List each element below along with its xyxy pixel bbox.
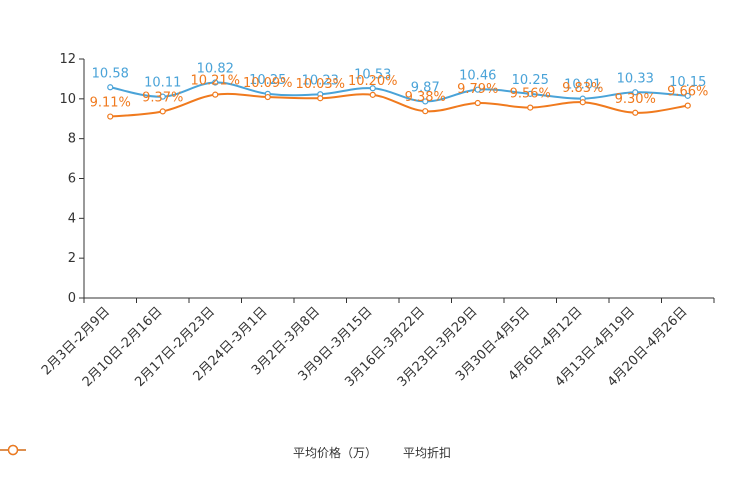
data-point-1 [422,108,429,115]
data-label-0: 10.53 [354,67,391,82]
legend-label-price: 平均价格（万） [292,446,377,460]
line-chart: 0246810122月3日-2月9日2月10日-2月16日2月17日-2月23日… [39,52,715,390]
data-label-0: 10.82 [197,62,234,77]
data-label-1: 9.83% [562,81,603,96]
data-point-0 [369,85,376,92]
y-tick-label: 12 [59,52,76,67]
data-point-1 [212,91,219,98]
y-tick-label: 10 [59,92,76,107]
data-label-1: 10.21% [190,74,240,89]
data-point-0 [474,86,481,93]
data-point-1 [107,113,114,120]
data-label-0: 10.15 [669,75,706,90]
data-point-1 [527,104,534,111]
data-point-0 [159,93,166,100]
data-label-0: 10.25 [512,73,549,88]
data-label-1: 9.30% [615,92,656,107]
legend: 平均价格（万） 平均折扣 [0,444,744,461]
data-point-1 [474,99,481,107]
data-label-1: 9.79% [457,82,498,97]
data-point-0 [107,84,114,91]
legend-item-discount[interactable]: 平均折扣 [0,444,452,461]
data-label-0: 10.11 [144,76,181,91]
data-point-1 [632,109,639,116]
data-point-1 [159,108,166,115]
data-point-0 [212,79,219,86]
data-label-1: 10.03% [295,77,345,92]
data-point-0 [527,90,534,97]
data-point-1 [264,93,271,101]
y-tick-label: 0 [68,291,76,306]
data-point-1 [684,102,691,109]
data-point-0 [632,89,639,96]
data-label-0: 10.25 [249,73,286,88]
y-tick-label: 6 [68,172,76,187]
data-label-0: 10.01 [564,78,601,93]
data-label-1: 9.66% [667,85,708,100]
data-point-1 [579,99,586,106]
data-point-0 [422,98,429,105]
data-label-0: 10.23 [302,73,339,88]
data-label-0: 10.33 [617,71,654,86]
series-line-1 [110,92,688,118]
data-label-1: 9.37% [142,90,183,105]
y-tick-label: 4 [68,211,76,226]
data-label-0: 10.46 [459,69,496,84]
legend-discount-marker [0,444,26,456]
data-label-0: 10.58 [92,66,129,81]
data-label-1: 9.11% [90,96,131,111]
series-line-0 [110,81,688,103]
legend-item-price[interactable]: 平均价格（万） [0,444,377,461]
data-point-0 [684,92,691,99]
data-label-1: 9.56% [510,87,551,102]
data-label-1: 10.09% [243,76,293,91]
y-tick-label: 2 [68,251,76,266]
data-point-1 [317,95,324,102]
data-label-0: 9.87 [411,80,440,95]
data-label-1: 10.20% [348,74,398,89]
legend-label-discount: 平均折扣 [403,446,452,460]
data-point-1 [369,91,376,98]
data-label-1: 9.38% [405,90,446,105]
y-tick-label: 8 [68,132,76,147]
